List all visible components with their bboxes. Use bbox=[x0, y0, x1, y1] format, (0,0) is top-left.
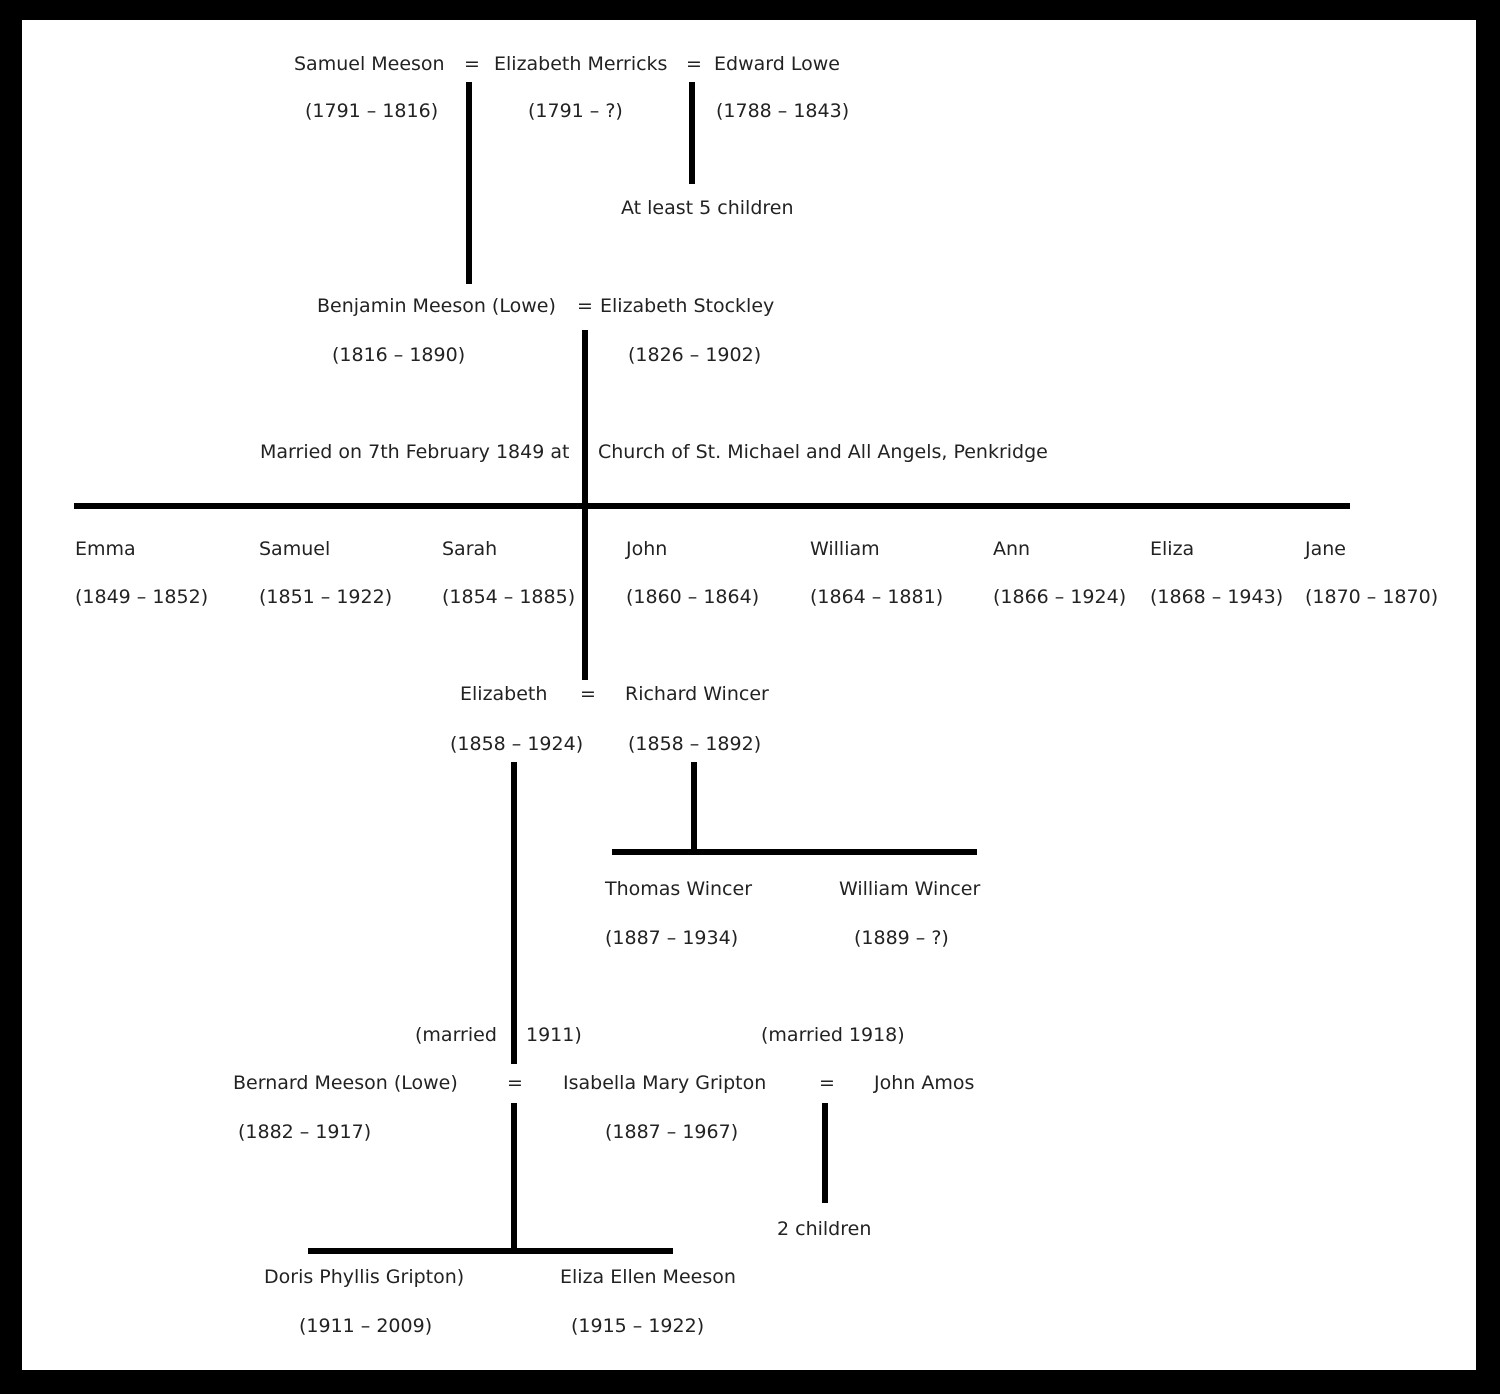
elizabeth-stockley-dates: (1826 – 1902) bbox=[628, 344, 762, 366]
bernard-meeson-dates: (1882 – 1917) bbox=[238, 1121, 372, 1143]
married-1911-right: 1911) bbox=[526, 1024, 582, 1046]
isabella-gripton-name: Isabella Mary Gripton bbox=[563, 1072, 767, 1094]
samuel-meeson-dates: (1791 – 1816) bbox=[305, 100, 439, 122]
child-john-name: John bbox=[626, 538, 668, 560]
child-jane-dates: (1870 – 1870) bbox=[1305, 586, 1439, 608]
child-sarah-name: Sarah bbox=[442, 538, 498, 560]
john-amos-name: John Amos bbox=[874, 1072, 975, 1094]
elizabeth-name: Elizabeth bbox=[460, 683, 548, 705]
benjamin-meeson-name: Benjamin Meeson (Lowe) bbox=[317, 295, 556, 317]
thomas-wincer-name: Thomas Wincer bbox=[605, 878, 752, 900]
william-wincer-dates: (1889 – ?) bbox=[854, 927, 949, 949]
child-emma-name: Emma bbox=[75, 538, 136, 560]
child-william-name: William bbox=[810, 538, 880, 560]
elizabeth-merricks-name: Elizabeth Merricks bbox=[494, 53, 668, 75]
child-samuel-dates: (1851 – 1922) bbox=[259, 586, 393, 608]
richard-wincer-dates: (1858 – 1892) bbox=[628, 733, 762, 755]
line-wincer-children-bar bbox=[612, 849, 977, 855]
thomas-wincer-dates: (1887 – 1934) bbox=[605, 927, 739, 949]
line-bernard-isabella-descent bbox=[511, 1103, 517, 1253]
marriage-sign-1: = bbox=[464, 53, 480, 75]
child-william-dates: (1864 – 1881) bbox=[810, 586, 944, 608]
child-eliza-name: Eliza bbox=[1150, 538, 1195, 560]
marriage-sign-bernard: = bbox=[507, 1072, 523, 1094]
child-ann-dates: (1866 – 1924) bbox=[993, 586, 1127, 608]
marriage-sign-isabella: = bbox=[819, 1072, 835, 1094]
doris-gripton-name: Doris Phyllis Gripton) bbox=[264, 1266, 465, 1288]
benjamin-meeson-dates: (1816 – 1890) bbox=[332, 344, 466, 366]
elizabeth-merricks-dates: (1791 – ?) bbox=[528, 100, 623, 122]
marriage-sign-benjamin: = bbox=[577, 295, 593, 317]
edward-lowe-dates: (1788 – 1843) bbox=[716, 100, 850, 122]
lowe-children-note: At least 5 children bbox=[621, 197, 794, 219]
line-elizabeth-descent bbox=[511, 762, 517, 1064]
elizabeth-stockley-name: Elizabeth Stockley bbox=[600, 295, 775, 317]
line-merricks-lowe-descent bbox=[689, 82, 695, 184]
family-tree-sheet bbox=[22, 20, 1476, 1370]
marriage-note-left: Married on 7th February 1849 at bbox=[260, 441, 570, 463]
line-meeson-children-bar bbox=[308, 1248, 673, 1254]
line-richard-descent bbox=[691, 762, 697, 852]
child-jane-name: Jane bbox=[1305, 538, 1346, 560]
married-1918: (married 1918) bbox=[761, 1024, 905, 1046]
eliza-ellen-dates: (1915 – 1922) bbox=[571, 1315, 705, 1337]
samuel-meeson-name: Samuel Meeson bbox=[294, 53, 445, 75]
child-eliza-dates: (1868 – 1943) bbox=[1150, 586, 1284, 608]
marriage-note-right: Church of St. Michael and All Angels, Pe… bbox=[598, 441, 1048, 463]
line-isabella-amos-descent bbox=[822, 1103, 828, 1203]
edward-lowe-name: Edward Lowe bbox=[714, 53, 840, 75]
marriage-sign-elizabeth: = bbox=[580, 683, 596, 705]
isabella-gripton-dates: (1887 – 1967) bbox=[605, 1121, 739, 1143]
child-ann-name: Ann bbox=[993, 538, 1031, 560]
elizabeth-dates: (1858 – 1924) bbox=[450, 733, 584, 755]
eliza-ellen-name: Eliza Ellen Meeson bbox=[560, 1266, 736, 1288]
child-john-dates: (1860 – 1864) bbox=[626, 586, 760, 608]
married-1911-left: (married bbox=[415, 1024, 497, 1046]
line-children-bar bbox=[74, 503, 1350, 509]
bernard-meeson-name: Bernard Meeson (Lowe) bbox=[233, 1072, 458, 1094]
child-samuel-name: Samuel bbox=[259, 538, 331, 560]
william-wincer-name: William Wincer bbox=[839, 878, 981, 900]
marriage-sign-2: = bbox=[686, 53, 702, 75]
line-meeson-merricks-descent bbox=[466, 82, 472, 284]
doris-gripton-dates: (1911 – 2009) bbox=[299, 1315, 433, 1337]
amos-children-note: 2 children bbox=[777, 1218, 872, 1240]
child-emma-dates: (1849 – 1852) bbox=[75, 586, 209, 608]
child-sarah-dates: (1854 – 1885) bbox=[442, 586, 576, 608]
richard-wincer-name: Richard Wincer bbox=[625, 683, 769, 705]
